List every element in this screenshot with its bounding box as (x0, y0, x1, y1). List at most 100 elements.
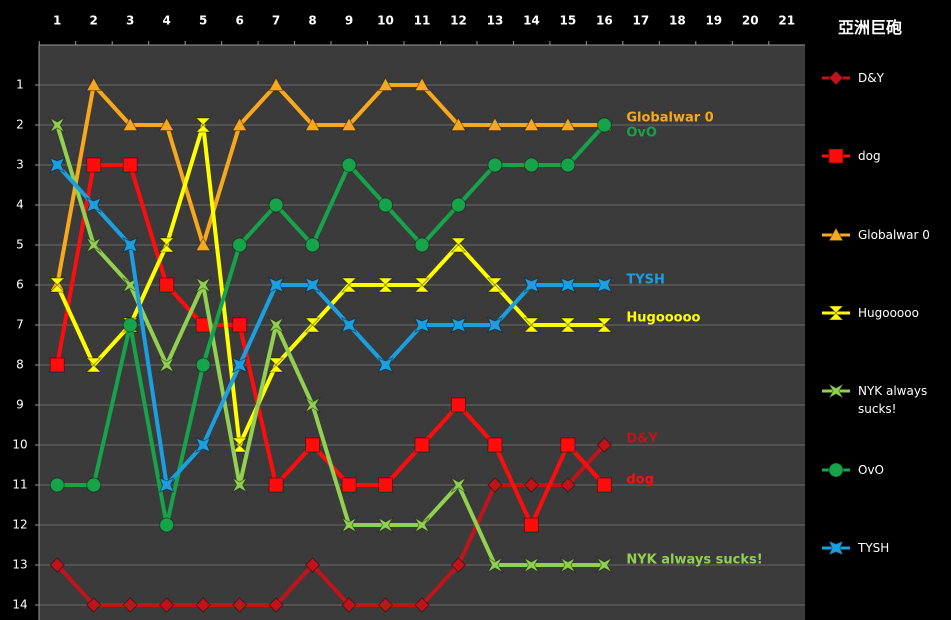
marker (158, 597, 175, 613)
x-tick-label: 4 (162, 14, 170, 28)
marker (341, 116, 357, 132)
end-label: TYSH (626, 273, 665, 288)
marker (195, 357, 211, 373)
legend-item: dog (820, 147, 950, 165)
marker (268, 477, 284, 493)
marker (341, 477, 357, 493)
legend-label: Hugooooo (858, 305, 919, 320)
marker (232, 237, 248, 253)
marker (231, 116, 248, 132)
marker (86, 597, 102, 613)
marker (341, 597, 357, 613)
marker (158, 356, 176, 374)
marker (414, 437, 430, 453)
marker (828, 539, 844, 556)
legend-label: Globalwar 0 (858, 227, 930, 242)
legend-item: NYK always sucks! (820, 382, 950, 418)
x-tick-label: 17 (633, 14, 650, 28)
marker (413, 516, 431, 534)
chart-title: 亞洲巨砲 (838, 18, 903, 37)
marker (523, 517, 539, 533)
marker (413, 277, 431, 293)
end-label: NYK always sucks! (626, 553, 762, 568)
legend-label: D&Y (858, 71, 884, 85)
legend-icon (822, 382, 850, 400)
marker (523, 157, 539, 173)
marker (340, 277, 358, 293)
marker (231, 476, 248, 494)
marker (49, 557, 65, 573)
marker (341, 317, 357, 333)
marker (486, 556, 504, 574)
marker (378, 477, 394, 493)
legend-label: TYSH (858, 540, 890, 555)
marker (231, 597, 248, 613)
x-tick-label: 13 (487, 14, 504, 28)
legend-label: NYK always sucks! (858, 384, 928, 417)
legend-icon (822, 462, 850, 477)
marker (414, 597, 430, 613)
legend-icon (822, 148, 850, 164)
marker (486, 277, 504, 293)
y-tick-label: 6 (16, 278, 24, 292)
marker (268, 597, 284, 613)
series-line (55, 124, 605, 567)
marker (304, 396, 321, 414)
marker (450, 116, 467, 132)
marker (560, 157, 576, 173)
marker (828, 148, 844, 164)
marker (377, 516, 394, 534)
marker (523, 556, 540, 574)
marker (194, 276, 212, 294)
legend-label: dog (858, 149, 881, 164)
legend-item: Globalwar 0 (820, 226, 950, 244)
marker (85, 197, 102, 213)
x-tick-label: 3 (126, 14, 134, 28)
marker (377, 597, 394, 613)
marker (596, 277, 613, 293)
marker (378, 197, 394, 213)
legend-icon (822, 70, 850, 86)
marker (122, 237, 139, 253)
marker (414, 317, 430, 333)
marker (377, 277, 394, 293)
y-tick-label: 3 (16, 158, 24, 172)
marker (158, 477, 175, 493)
marker (450, 557, 467, 573)
x-tick-label: 16 (596, 14, 613, 28)
marker (49, 477, 65, 493)
marker (487, 437, 503, 453)
marker (304, 557, 321, 573)
marker (596, 317, 613, 333)
marker (560, 116, 576, 132)
x-tick-label: 18 (669, 14, 686, 28)
marker (231, 357, 248, 373)
marker (596, 477, 612, 493)
marker (828, 70, 844, 86)
marker (268, 277, 285, 293)
marker (377, 357, 394, 373)
marker (158, 116, 175, 132)
marker (85, 357, 102, 373)
marker (232, 317, 248, 333)
marker (596, 437, 613, 453)
marker (49, 157, 66, 173)
marker (559, 317, 577, 333)
x-tick-label: 15 (560, 14, 577, 28)
y-tick-label: 5 (16, 238, 24, 252)
x-tick-label: 8 (308, 14, 316, 28)
marker (341, 157, 357, 173)
y-tick-label: 2 (16, 118, 24, 132)
y-tick-label: 8 (16, 358, 24, 372)
end-label: D&Y (626, 432, 658, 447)
x-tick-label: 12 (450, 14, 467, 28)
x-tick-label: 20 (742, 14, 759, 28)
marker (523, 317, 540, 333)
marker (49, 277, 66, 293)
marker (267, 357, 285, 373)
marker (122, 597, 138, 613)
marker (340, 516, 358, 534)
marker (559, 556, 577, 574)
marker (450, 197, 466, 213)
